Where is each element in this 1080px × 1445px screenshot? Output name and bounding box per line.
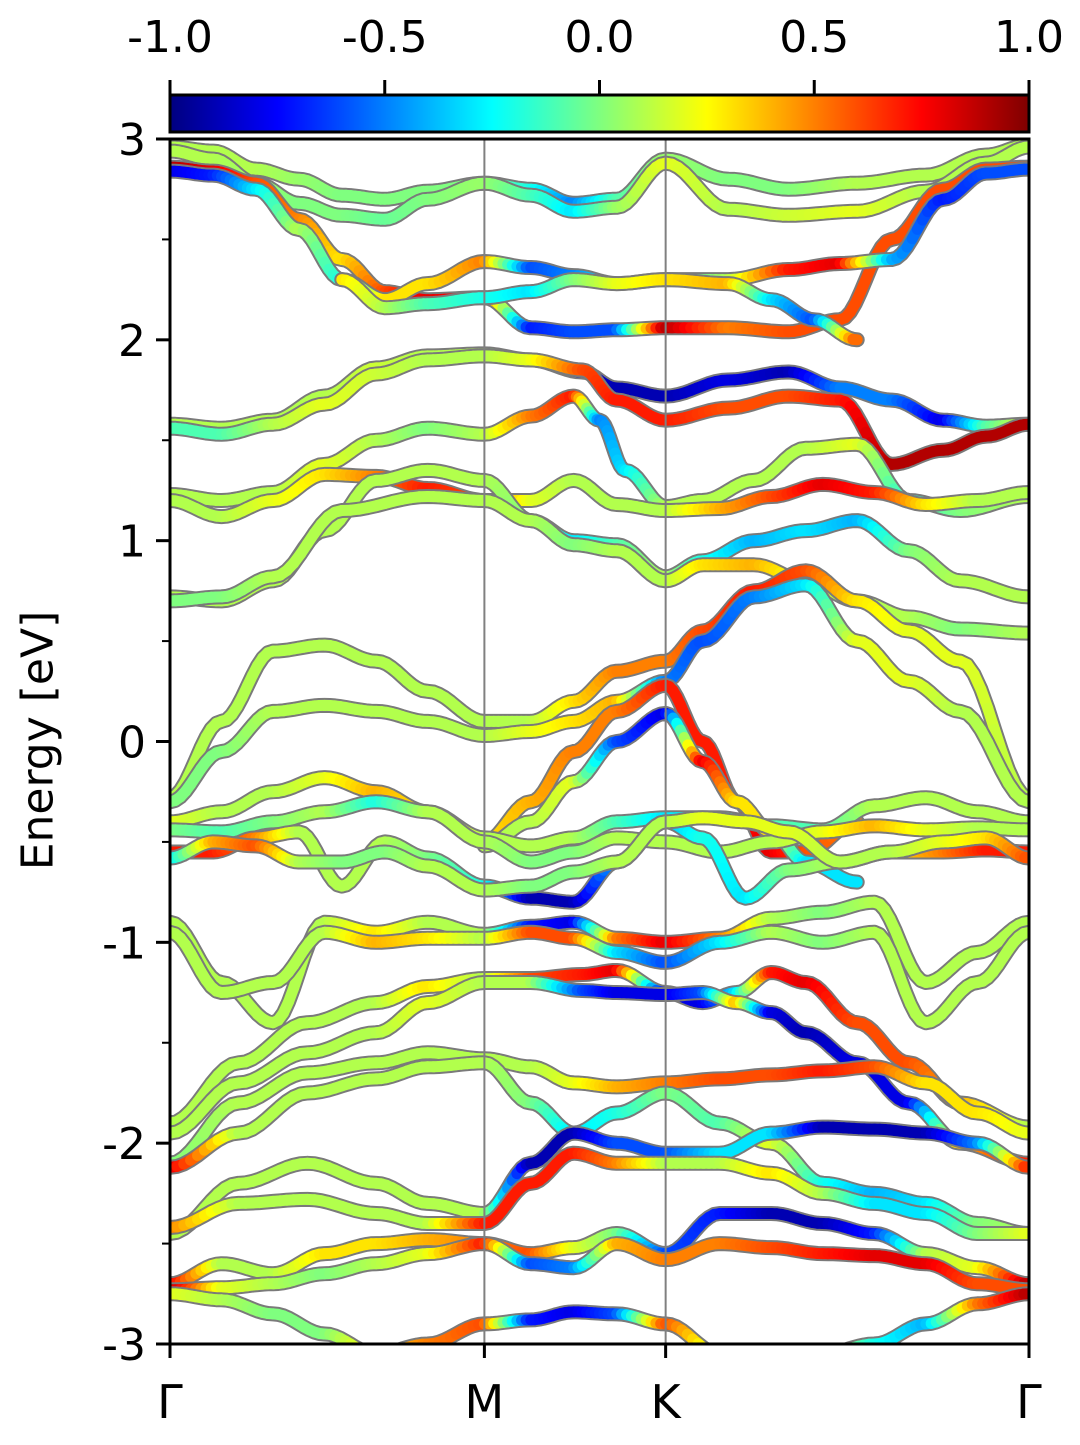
band-9: [170, 474, 1029, 516]
band-segment: [381, 1353, 386, 1354]
y-tick-label: -3: [102, 1320, 146, 1371]
band-segment: [714, 1353, 720, 1354]
band-segment: [849, 1348, 854, 1350]
colorbar-tick-label: -1.0: [127, 12, 213, 63]
band-segment: [852, 882, 857, 883]
band-segment: [813, 1354, 818, 1355]
band-segment: [407, 1346, 412, 1347]
band-11: [170, 497, 1029, 634]
colorbar-tick-label: 1.0: [994, 12, 1064, 63]
band-segment: [746, 1359, 751, 1361]
band-segment: [397, 1349, 402, 1351]
band-segment: [792, 1359, 797, 1361]
band-segment: [751, 1361, 756, 1362]
band-lines: [170, 145, 1029, 1364]
band-segment: [802, 1356, 807, 1357]
band-segment: [392, 1351, 397, 1352]
y-tick-label: 1: [118, 517, 146, 568]
band-segment: [356, 1347, 361, 1350]
colorbar-ticks: -1.0 -0.5 0.0 0.5 1.0: [127, 12, 1064, 95]
band-segment: [807, 1355, 812, 1356]
band-segment: [725, 1354, 730, 1355]
band-26: [170, 1127, 1029, 1233]
band-segment: [730, 1355, 735, 1356]
y-tick-label: 0: [118, 718, 146, 769]
colorbar-tick-label: -0.5: [342, 12, 428, 63]
band-segment: [761, 1363, 766, 1364]
band-segment: [735, 1356, 740, 1357]
band-segment: [777, 1363, 782, 1364]
y-tick-label: 2: [118, 316, 146, 367]
band-segment: [756, 1362, 761, 1363]
band-30: [170, 1294, 1029, 1364]
band-segment: [361, 1350, 366, 1352]
colorbar-tick-label: 0.0: [565, 12, 635, 63]
colorbar: [170, 95, 1029, 132]
band-segment: [844, 1349, 849, 1351]
band-segment: [402, 1348, 407, 1350]
band-segment: [828, 1353, 833, 1354]
band-segment: [787, 1361, 792, 1362]
band-segment: [854, 1346, 859, 1347]
y-tick-label: -2: [102, 1119, 146, 1170]
band-segment: [797, 1358, 802, 1360]
y-tick-label: -1: [102, 918, 146, 969]
y-tick-label: 3: [118, 115, 146, 166]
band-segment: [387, 1352, 392, 1353]
band-segment: [366, 1352, 371, 1354]
band-segment: [853, 339, 857, 340]
colorbar-tick-label: 0.5: [779, 12, 849, 63]
band-segment: [704, 1348, 709, 1351]
band-segment: [838, 1351, 843, 1352]
band-segment: [782, 1362, 787, 1363]
y-axis: 3 2 1 0 -1 -2 -3: [102, 115, 170, 1371]
band-segment: [709, 1351, 714, 1353]
band-segment: [740, 1358, 745, 1360]
band-segment: [833, 1352, 838, 1353]
